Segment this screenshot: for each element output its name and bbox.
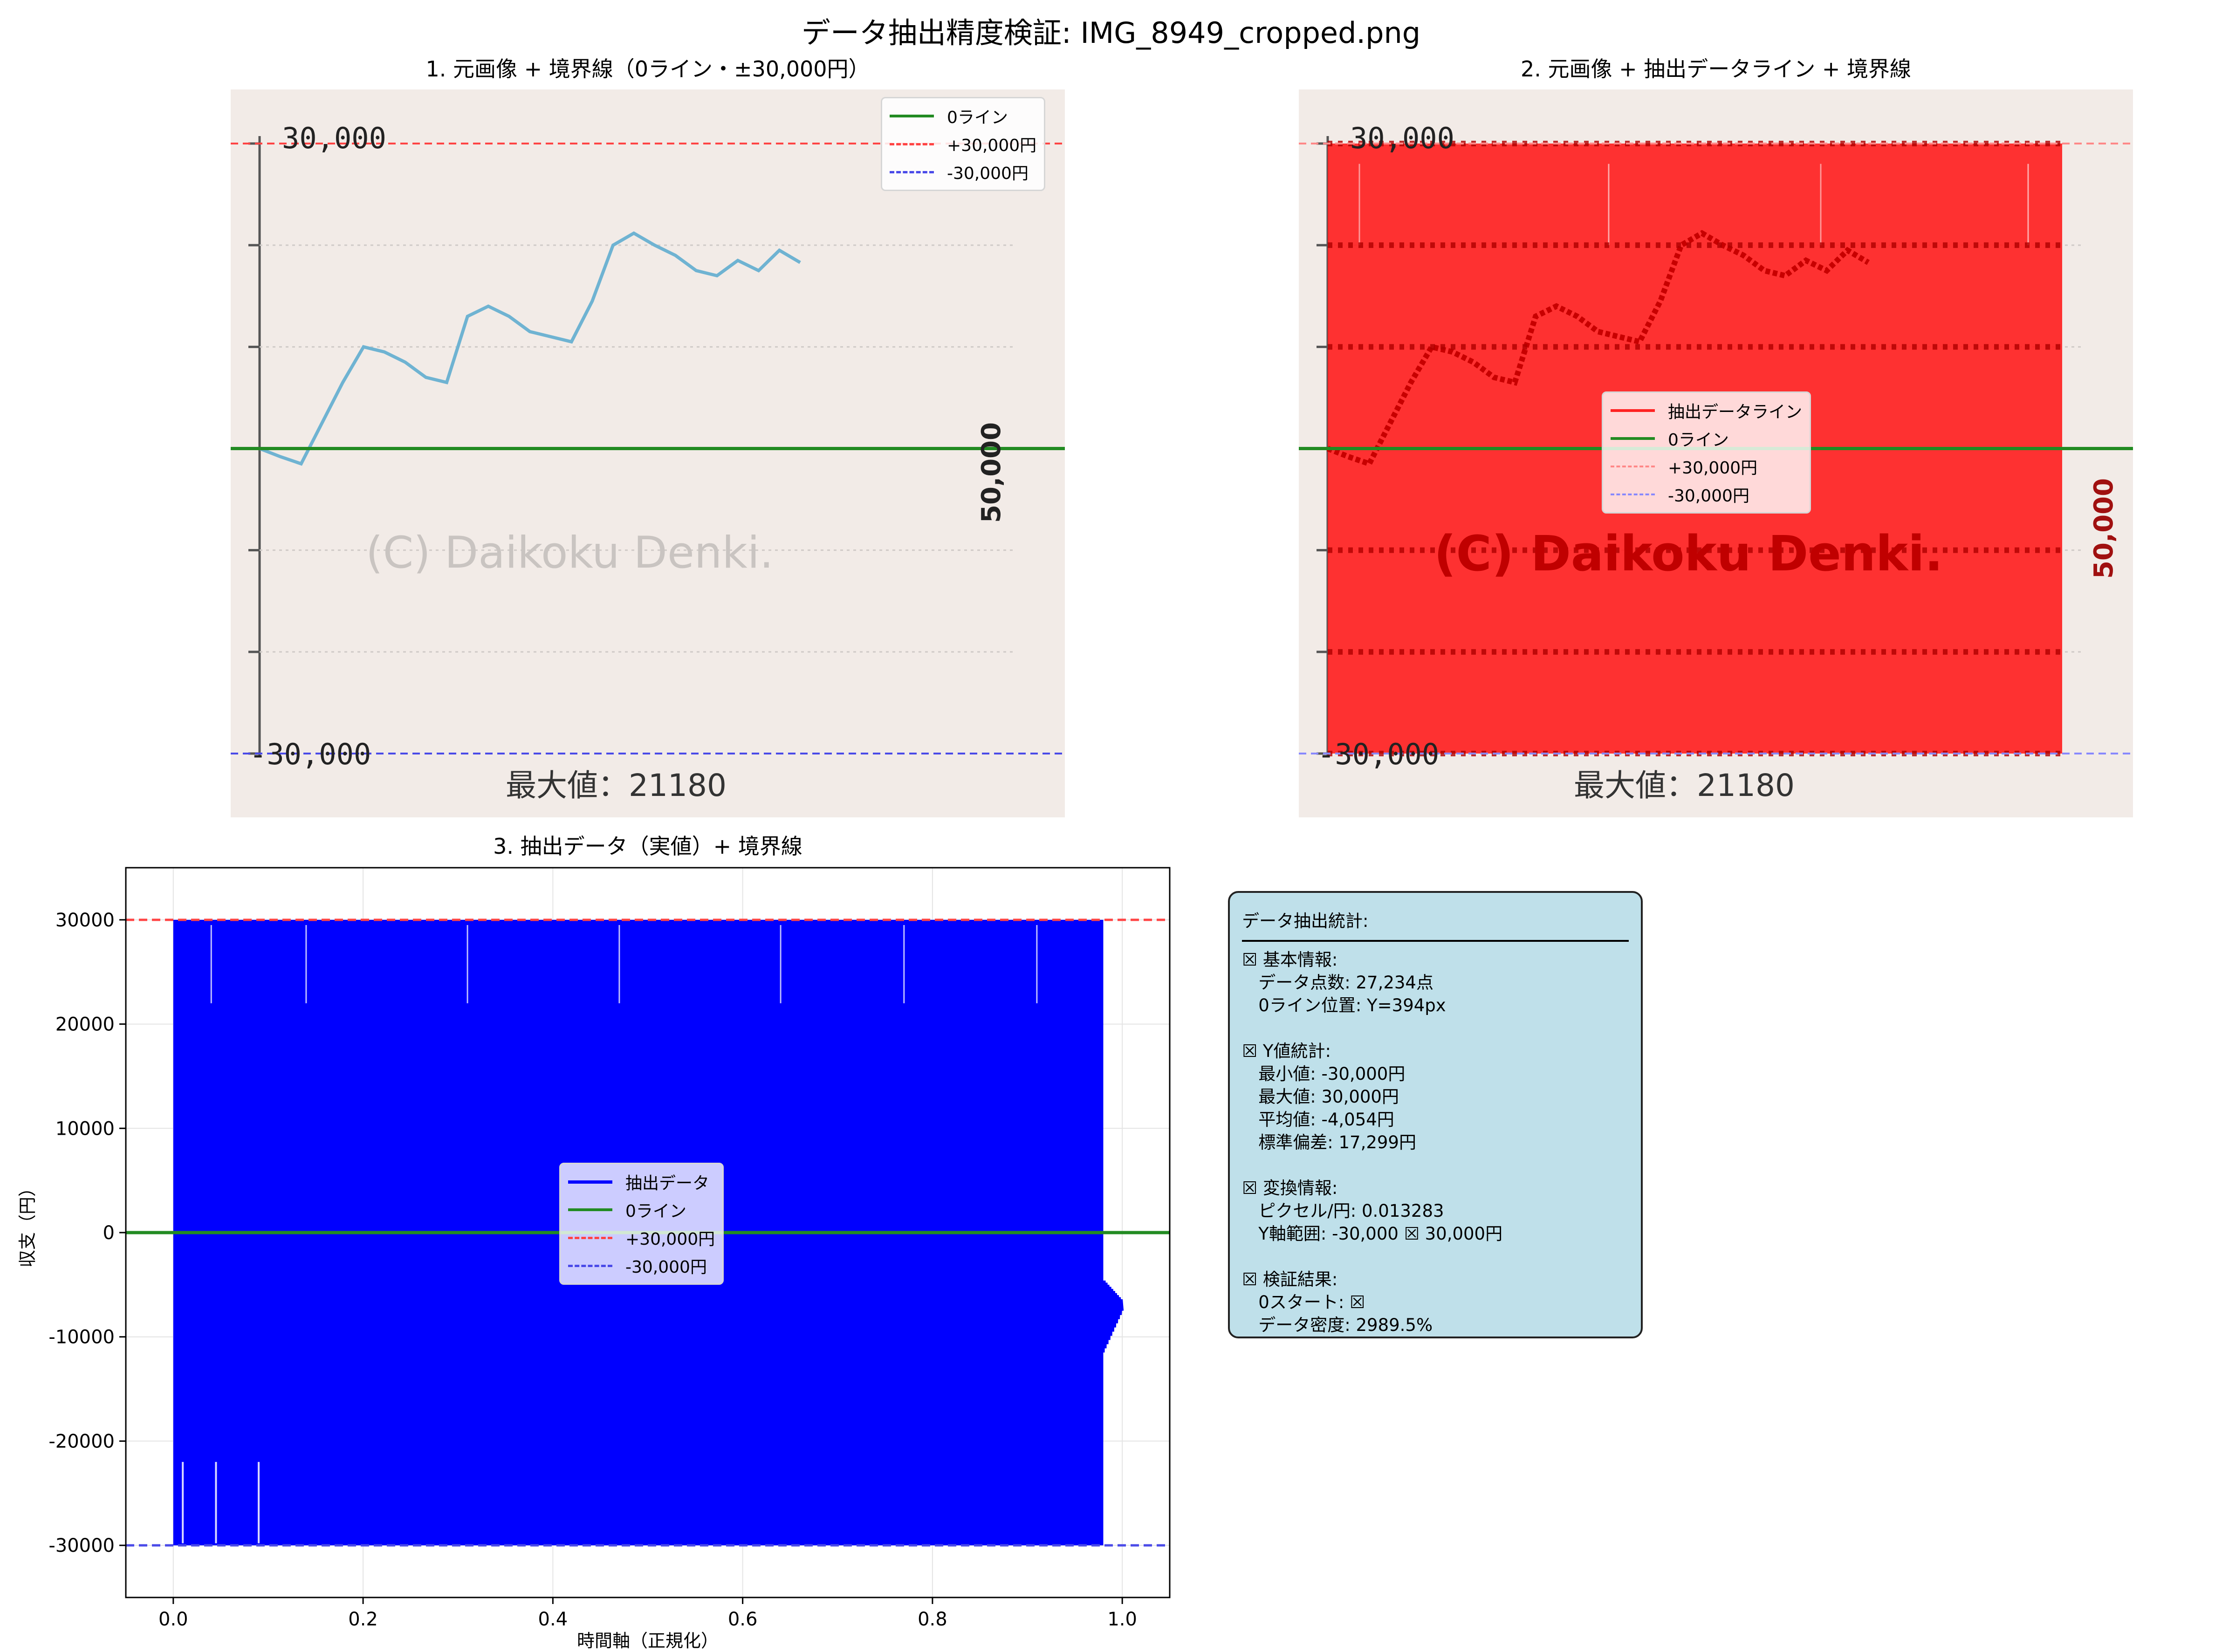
stats-line: Y軸範囲: -30,000 ☒ 30,000円 — [1242, 1224, 1503, 1244]
legend-item-zero: 0ライン — [890, 102, 1036, 130]
legend-item-extracted: 抽出データ — [568, 1168, 715, 1196]
x-tick-label: 0.6 — [728, 1609, 758, 1630]
legend-item-minus: -30,000円 — [1611, 480, 1802, 508]
image-bottom-label: -30,000 — [1317, 737, 1440, 771]
y-tick-label: -30000 — [48, 1535, 115, 1556]
y-tick-label: -10000 — [48, 1327, 115, 1348]
stats-line: ☒ Y値統計: — [1242, 1041, 1331, 1061]
image-max-label: 最大値：21180 — [506, 768, 727, 803]
stats-line — [1242, 1245, 1629, 1268]
stats-box: データ抽出統計: ☒ 基本情報: データ点数: 27,234点 0ライン位置: Y… — [1228, 891, 1643, 1338]
panel3-title: 3. 抽出データ（実値）+ 境界線 — [493, 834, 802, 859]
panel2-legend: 抽出データライン 0ライン +30,000円 -30,000円 — [1602, 391, 1811, 514]
stats-line: 0ライン位置: Y=394px — [1242, 995, 1446, 1015]
image-watermark: (C) Daikoku Denki. — [366, 528, 774, 578]
stats-line: ☒ 変換情報: — [1242, 1178, 1338, 1198]
y-axis-label: 収支（円） — [17, 1179, 38, 1268]
legend-item-zero: 0ライン — [1611, 425, 1802, 452]
stats-line: 0スタート: ☒ — [1242, 1292, 1365, 1312]
stats-line: データ点数: 27,234点 — [1242, 973, 1433, 993]
stats-line — [1242, 1017, 1629, 1040]
x-tick-label: 0.4 — [538, 1609, 568, 1630]
legend-item-minus: -30,000円 — [568, 1252, 715, 1280]
legend-item-plus: +30,000円 — [568, 1224, 715, 1252]
y-tick-label: 0 — [103, 1222, 115, 1244]
panel1-title: 1. 元画像 + 境界線（0ライン・±30,000円） — [425, 56, 870, 82]
stats-title: データ抽出統計: — [1242, 911, 1369, 931]
panel1-image: 30,000 -30,000 50,000 (C) Daikoku Denki.… — [231, 89, 1065, 817]
y-tick-label: 10000 — [55, 1118, 115, 1139]
panel3-legend: 抽出データ 0ライン +30,000円 -30,000円 — [559, 1163, 724, 1285]
panel1-legend: 0ライン +30,000円 -30,000円 — [881, 97, 1046, 191]
y-tick-label: -20000 — [48, 1431, 115, 1452]
y-tick-label: 30000 — [55, 910, 115, 931]
x-axis-label: 時間軸（正規化） — [576, 1631, 719, 1651]
legend-item-plus: +30,000円 — [1611, 452, 1802, 480]
stats-lines: ☒ 基本情報: データ点数: 27,234点 0ライン位置: Y=394px ☒… — [1242, 948, 1629, 1337]
extracted-data-tail — [1102, 1280, 1124, 1353]
x-tick-label: 0.0 — [158, 1609, 188, 1630]
stats-line — [1242, 1154, 1629, 1177]
stats-divider — [1242, 940, 1629, 942]
stats-line: 標準偏差: 17,299円 — [1242, 1132, 1416, 1152]
stats-line: データ密度: 2989.5% — [1242, 1315, 1433, 1335]
stats-line: ☒ 検証結果: — [1242, 1269, 1338, 1289]
image-top-label: 30,000 — [282, 121, 386, 155]
stats-line: 最小値: -30,000円 — [1242, 1064, 1406, 1084]
extracted-curve — [1326, 230, 1870, 467]
image-side-label: 50,000 — [2089, 478, 2119, 579]
image-bottom-label: -30,000 — [249, 737, 371, 771]
stats-line: ピクセル/円: 0.013283 — [1242, 1201, 1444, 1221]
stats-line: 最大値: 30,000円 — [1242, 1087, 1399, 1107]
legend-item-extracted: 抽出データライン — [1611, 397, 1802, 425]
stats-line: ☒ 基本情報: — [1242, 950, 1338, 970]
panel2-image: 30,000 -30,000 50,000 (C) Daikoku Denki.… — [1299, 89, 2133, 817]
stats-line: 平均値: -4,054円 — [1242, 1110, 1394, 1130]
x-tick-label: 0.8 — [918, 1609, 947, 1630]
image-max-label: 最大値：21180 — [1574, 768, 1795, 803]
figure-title: データ抽出精度検証: IMG_8949_cropped.png — [801, 16, 1421, 50]
source-curve — [259, 231, 801, 466]
panel2-title: 2. 元画像 + 抽出データライン + 境界線 — [1520, 56, 1912, 82]
legend-item-zero: 0ライン — [568, 1196, 715, 1224]
legend-item-plus: +30,000円 — [890, 130, 1036, 158]
x-tick-label: 1.0 — [1107, 1609, 1137, 1630]
panel3-chart: 30000 20000 10000 0 -10000 -20000 -30000 0.0 0.2… — [48, 867, 1171, 1630]
panel2-svg — [1299, 136, 2133, 756]
image-watermark: (C) Daikoku Denki. — [1434, 525, 1943, 582]
image-top-label: 30,000 — [1350, 121, 1454, 155]
y-tick-label: 20000 — [55, 1014, 115, 1035]
legend-item-minus: -30,000円 — [890, 158, 1036, 186]
x-tick-label: 0.2 — [348, 1609, 378, 1630]
